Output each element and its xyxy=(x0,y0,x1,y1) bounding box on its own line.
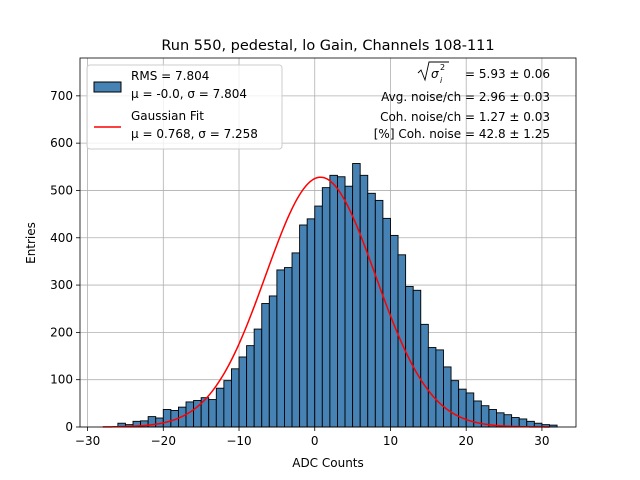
annotation-coh-noise-percent: [%] Coh. noise = 42.8 ± 1.25 xyxy=(374,127,550,141)
legend-rms-stats: μ = -0.0, σ = 7.804 xyxy=(131,87,247,101)
histogram-bar xyxy=(337,176,346,428)
histogram-bar xyxy=(223,380,232,428)
histogram-bar xyxy=(162,409,172,428)
svg-text:σ: σ xyxy=(431,67,439,81)
y-tick-label: 600 xyxy=(50,136,73,150)
y-tick-label: 500 xyxy=(50,183,73,197)
histogram-bar xyxy=(246,345,255,428)
legend-fit-label: Gaussian Fit xyxy=(131,109,204,123)
y-tick-label: 700 xyxy=(50,89,73,103)
chart-title: Run 550, pedestal, lo Gain, Channels 108… xyxy=(161,38,494,54)
x-axis-ticks: −30 −20 −10 0 10 20 30 xyxy=(75,427,550,448)
histogram-bar xyxy=(238,356,248,428)
x-tick-label: 0 xyxy=(311,434,319,448)
histogram-bar xyxy=(435,349,444,428)
annotation-avg-noise: Avg. noise/ch = 2.96 ± 0.03 xyxy=(381,90,550,104)
histogram-bar xyxy=(382,217,391,428)
histogram-bar xyxy=(352,163,361,428)
histogram-bar xyxy=(458,388,467,428)
x-tick-label: −30 xyxy=(75,434,100,448)
histogram-bar xyxy=(314,205,323,428)
x-tick-label: 30 xyxy=(534,434,549,448)
y-tick-label: 300 xyxy=(50,278,73,292)
histogram-bar xyxy=(443,366,452,428)
legend-rms-label: RMS = 7.804 xyxy=(131,69,209,83)
legend-box xyxy=(86,64,283,150)
histogram-bar xyxy=(321,187,331,428)
histogram-bar xyxy=(344,185,354,428)
histogram-bar xyxy=(215,387,225,428)
y-tick-label: 400 xyxy=(50,231,73,245)
histogram-bar xyxy=(412,289,422,428)
x-axis-label: ADC Counts xyxy=(292,456,364,470)
y-axis-label: Entries xyxy=(24,222,38,264)
histogram-bar xyxy=(261,303,270,428)
histogram-bar xyxy=(420,323,429,428)
y-axis-ticks: 0 100 200 300 400 500 600 700 xyxy=(50,89,80,434)
histogram-bar xyxy=(450,380,460,428)
noise-annotations: σ i 2 = 5.93 ± 0.06 Avg. noise/ch = 2.96… xyxy=(374,61,550,141)
svg-text:i: i xyxy=(440,76,443,85)
histogram-bar xyxy=(291,252,301,428)
histogram-bar xyxy=(253,328,263,428)
histogram-bar xyxy=(405,286,414,428)
histogram-bar xyxy=(503,414,513,428)
sqrt-sigma-symbol: σ i 2 xyxy=(417,61,449,85)
svg-text:2: 2 xyxy=(440,63,445,72)
legend-bar-swatch xyxy=(93,81,122,93)
histogram-bar xyxy=(367,192,376,428)
y-tick-label: 100 xyxy=(50,373,73,387)
histogram-bar xyxy=(397,254,407,428)
histogram-bar xyxy=(299,224,308,428)
x-tick-label: −20 xyxy=(151,434,176,448)
x-tick-label: 10 xyxy=(383,434,398,448)
x-tick-label: 20 xyxy=(459,434,474,448)
histogram-bar xyxy=(306,218,316,428)
histogram-bar xyxy=(329,174,338,428)
histogram-bar xyxy=(284,267,293,428)
annotation-coh-noise: Coh. noise/ch = 1.27 ± 0.03 xyxy=(380,110,550,124)
histogram-bar xyxy=(208,399,217,428)
histogram-bar xyxy=(518,418,528,428)
histogram-bar xyxy=(511,417,520,428)
histogram-bar xyxy=(268,295,278,428)
histogram-bar xyxy=(276,269,285,428)
x-tick-label: −10 xyxy=(226,434,251,448)
gaussian-fit-curve xyxy=(102,176,550,428)
histogram-bar xyxy=(374,199,384,428)
histogram-bar xyxy=(427,347,437,428)
histogram-bar xyxy=(231,368,240,428)
annotation-total-noise: = 5.93 ± 0.06 xyxy=(465,67,550,81)
y-tick-label: 0 xyxy=(65,420,73,434)
legend-fit-stats: μ = 0.768, σ = 7.258 xyxy=(131,127,258,141)
legend: RMS = 7.804 μ = -0.0, σ = 7.804 Gaussian… xyxy=(86,64,283,150)
histogram-bar xyxy=(359,174,369,428)
plot-frame xyxy=(79,57,577,428)
y-tick-label: 200 xyxy=(50,325,73,339)
